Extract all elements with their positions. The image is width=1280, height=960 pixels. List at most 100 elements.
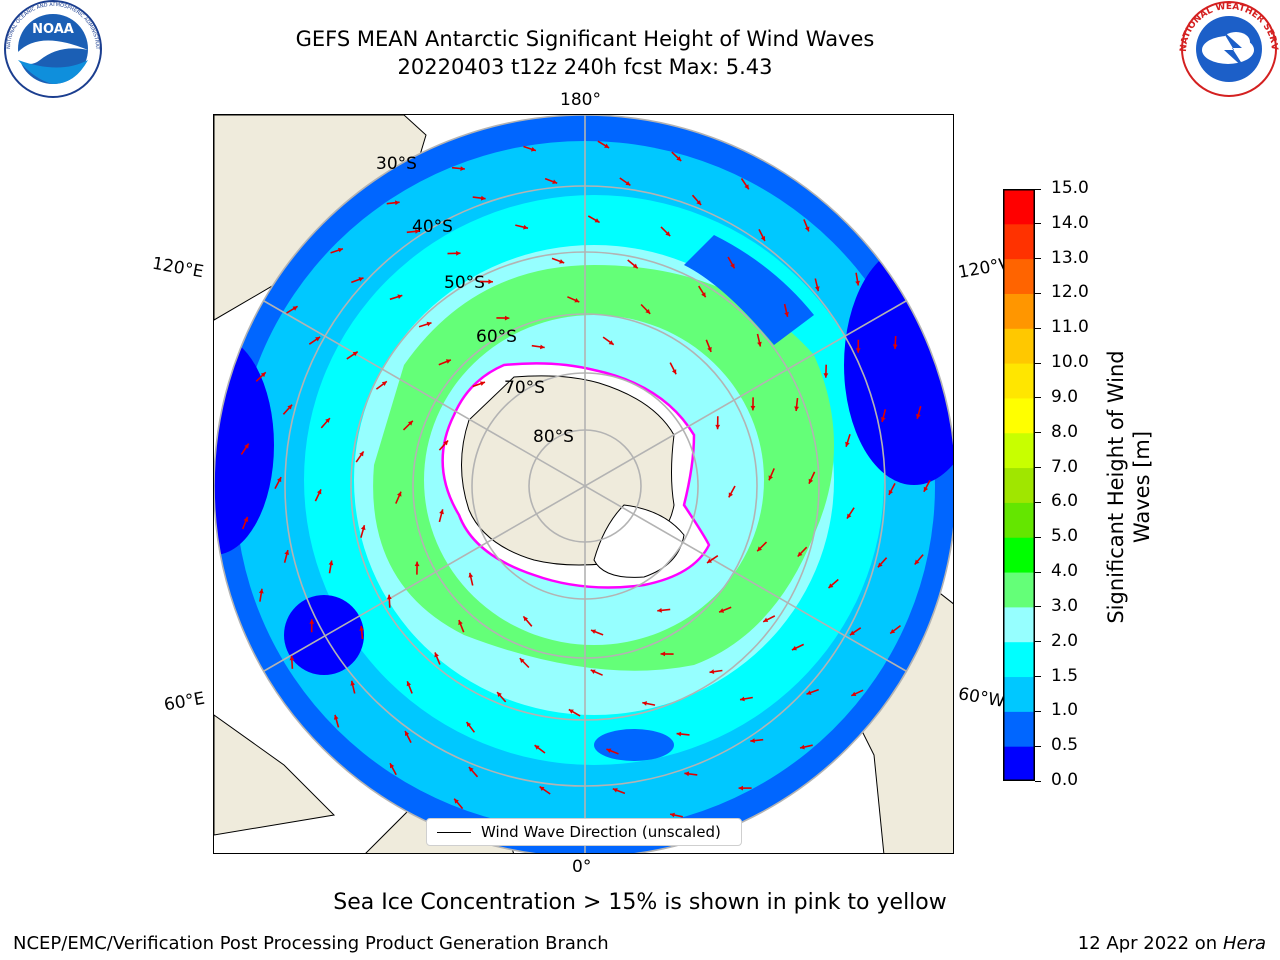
wave-arrow-head: [519, 658, 525, 663]
wave-arrow-head: [289, 655, 295, 661]
colorbar-tick-mark: [1035, 780, 1041, 782]
noaa-logo-text: NOAA: [32, 22, 74, 37]
sea-ice-caption: Sea Ice Concentration > 15% is shown in …: [333, 890, 947, 915]
wave-arrow-head: [728, 492, 733, 498]
wave-arrow-head: [914, 559, 920, 565]
wave-arrow-head: [642, 701, 647, 706]
wave-arrow-head: [750, 405, 756, 411]
colorbar-tick-label: 7.0: [1051, 456, 1079, 477]
colorbar-tick-label: 0.0: [1051, 770, 1079, 790]
wave-arrow-head: [504, 315, 510, 321]
wave-arrow-head: [740, 696, 745, 702]
wave-arrow-head: [574, 298, 580, 303]
wave-arrow-head: [277, 477, 282, 483]
wave-arrow-head: [408, 420, 413, 426]
wave-arrow-head: [757, 341, 762, 347]
wave-arrow-head: [325, 418, 330, 423]
colorbar-swatch: [1003, 606, 1035, 643]
wave-arrow-head: [439, 509, 444, 515]
wave-arrow-head: [414, 561, 420, 567]
colorbar-tick-mark: [1035, 571, 1041, 573]
colorbar-tick-label: 13.0: [1051, 247, 1089, 268]
wave-arrow-head: [244, 443, 249, 449]
colorbar-swatch: [1003, 711, 1035, 747]
wave-arrow-head: [709, 669, 715, 674]
footer-date-text: 12 Apr 2022 on: [1077, 933, 1223, 954]
colorbar-swatch: [1003, 432, 1035, 469]
lon-label-60e: 60°E: [162, 688, 207, 716]
wave-arrow-head: [426, 321, 432, 327]
lat-label-80: 80°S: [533, 427, 574, 447]
colorbar-tick-mark: [1035, 536, 1041, 538]
wave-arrow-head: [612, 788, 618, 793]
wave-arrow-head: [815, 286, 820, 292]
wave-arrow-head: [568, 709, 574, 714]
colorbar-swatch: [1003, 258, 1035, 294]
wave-arrow-head: [381, 381, 387, 386]
wave-arrow-head: [454, 798, 459, 804]
wave-arrow-head: [443, 440, 449, 446]
wave-arrow-head: [738, 785, 743, 791]
colorbar-tick-mark: [1035, 641, 1041, 643]
colorbar-swatch: [1003, 189, 1035, 225]
wave-arrow-head: [676, 156, 682, 161]
wave-arrow-head: [333, 714, 339, 720]
wave-arrow-head: [284, 550, 290, 555]
antarctica: [441, 362, 711, 589]
wave-arrow-head: [358, 277, 364, 282]
colorbar-swatch: [1003, 676, 1035, 712]
colorbar-label-line2: Waves [m]: [1130, 430, 1154, 544]
colorbar-tick-mark: [1035, 676, 1041, 678]
wave-arrow-head: [523, 224, 528, 230]
wave-arrow-head: [665, 231, 671, 237]
colorbar-tick-label: 11.0: [1051, 317, 1089, 338]
colorbar-swatch: [1003, 572, 1035, 608]
wave-arrow-head: [480, 381, 485, 386]
wave-arrow-head: [808, 478, 814, 484]
wave-arrow-head: [757, 546, 762, 552]
latitude-labels: 30°S 40°S 50°S 60°S 70°S 80°S: [376, 154, 574, 447]
wave-arrow-head: [851, 691, 857, 696]
map-legend: Wind Wave Direction (unscaled): [426, 818, 742, 846]
wave-arrow-head: [397, 294, 403, 299]
wave-arrow-head: [317, 489, 322, 495]
legend-label: Wind Wave Direction (unscaled): [481, 823, 721, 841]
colorbar-tick-label: 8.0: [1051, 421, 1079, 442]
colorbar-tick-label: 5.0: [1051, 526, 1079, 547]
wave-arrow-head: [806, 690, 812, 695]
wave-arrow-head: [350, 680, 355, 686]
colorbar-tick-mark: [1035, 432, 1041, 434]
wave-arrow-head: [415, 229, 420, 234]
wave-arrow-head: [660, 651, 666, 657]
wave-arrow-head: [539, 786, 545, 791]
wave-arrow-head: [730, 263, 735, 269]
wave-arrow-head: [405, 731, 410, 736]
wave-arrow-head: [287, 404, 293, 410]
wave-arrow-head: [804, 226, 810, 232]
wave-arrow-head: [791, 645, 797, 651]
wave-arrow-head: [676, 731, 682, 737]
wave-arrow-head: [497, 692, 502, 697]
wave-arrow-head: [606, 748, 612, 753]
wave-arrow-head: [359, 626, 364, 631]
wave-arrow-head: [794, 406, 799, 411]
colorbar-ticks: 0.0 0.5 1.0 1.5 2.0 3.0 4.0 5.0 6.0 7.0 8.0 9.0 10.0…: [1035, 178, 1105, 790]
wave-arrow-head: [719, 608, 725, 613]
wave-arrow-head: [395, 200, 400, 206]
wave-arrow-head: [671, 369, 677, 375]
wave-arrow-head: [768, 475, 773, 481]
wave-arrow-head: [784, 311, 789, 317]
wave-direction-arrows: [240, 140, 931, 831]
wave-arrow-head: [670, 812, 675, 818]
wave-arrow-head: [460, 166, 465, 171]
wave-arrow-head: [828, 583, 834, 588]
wave-arrow-head: [352, 351, 358, 357]
colorbar: [1003, 189, 1035, 782]
colorbar-tick-label: 6.0: [1051, 491, 1079, 512]
wave-arrow-head: [823, 373, 829, 378]
colorbar-tick-label: 15.0: [1051, 178, 1089, 198]
colorbar-swatch: [1003, 467, 1035, 503]
legend-line-icon: [437, 831, 471, 833]
colorbar-tick-label: 9.0: [1051, 386, 1079, 407]
colorbar-tick-label: 2.0: [1051, 630, 1079, 651]
